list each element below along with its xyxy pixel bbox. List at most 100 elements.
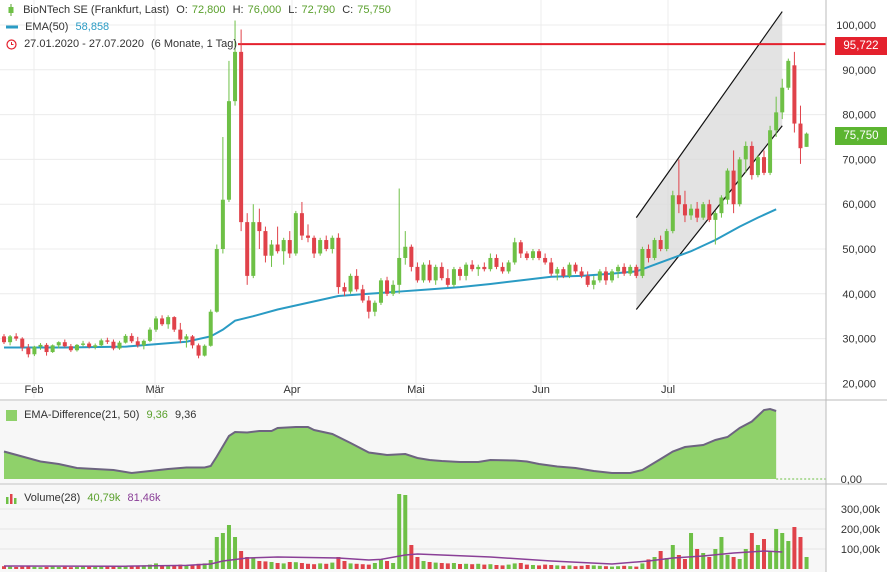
candle-body: [713, 213, 718, 220]
volume-bar: [378, 559, 383, 569]
price-tick-label: 50,000: [842, 244, 876, 256]
candle-body: [93, 345, 98, 348]
range-legend: 27.01.2020 - 27.07.2020 (6 Monate, 1 Tag…: [6, 38, 241, 50]
volume-bar: [56, 567, 61, 569]
candle-body: [111, 341, 116, 349]
candle-body: [597, 271, 602, 281]
candle-body: [494, 257, 499, 267]
volume-bar: [141, 565, 146, 569]
volume-bar: [670, 545, 675, 569]
ema-difference-area: [3, 407, 826, 480]
volume-bar: [123, 566, 128, 569]
candle-body: [129, 335, 134, 342]
candle-body: [166, 317, 171, 325]
candle-body: [20, 338, 25, 348]
volume-bar: [245, 557, 250, 569]
volume-bar: [524, 564, 529, 569]
candle-body: [749, 145, 754, 176]
candle-body: [458, 269, 462, 276]
volume-bar: [476, 563, 481, 569]
candle-body: [336, 237, 341, 288]
volume-legend: Volume(28) 40,79k 81,46k: [6, 492, 165, 504]
candle-body: [482, 266, 487, 270]
volume-bar: [622, 565, 627, 569]
candle-body: [737, 159, 742, 205]
volume-bar: [184, 565, 189, 569]
candle-body: [470, 264, 475, 270]
candle-body: [518, 242, 523, 254]
candle-body: [141, 340, 146, 346]
candle-body: [214, 249, 219, 312]
candle-body: [719, 197, 724, 214]
candle-body: [318, 240, 323, 254]
volume-bar: [257, 561, 262, 569]
candle-body: [8, 336, 13, 343]
volume-bar: [664, 558, 669, 569]
candle-body: [707, 204, 712, 220]
volume-bar: [725, 555, 730, 569]
volume-bar: [689, 533, 694, 569]
low-label: L:: [288, 4, 298, 16]
candle-body: [573, 264, 578, 272]
area-icon: [6, 409, 17, 421]
volume-bar: [32, 566, 37, 569]
candle-body: [324, 240, 329, 249]
volume-bar: [652, 557, 657, 569]
volume-bar: [299, 563, 304, 569]
candle-body: [245, 222, 250, 276]
volume-bar: [239, 551, 244, 569]
price-tick-label: 30,000: [842, 334, 876, 346]
time-tick-label: Mai: [407, 384, 425, 396]
candle-body: [117, 342, 122, 349]
volume-bar: [287, 562, 292, 569]
volume-bar: [342, 561, 347, 569]
volume-bar: [682, 559, 687, 569]
volume-bar: [99, 566, 104, 569]
volume-bar: [220, 533, 225, 569]
volume-bar: [38, 567, 43, 569]
open-label: O:: [176, 4, 188, 16]
candle-body: [701, 204, 706, 218]
candle-body: [190, 336, 195, 346]
volume-bar: [567, 565, 572, 569]
range-detail: (6 Monate, 1 Tag): [151, 38, 238, 50]
candle-body: [561, 269, 566, 276]
candle-body: [233, 51, 238, 102]
volume-bar: [786, 541, 791, 569]
volume-bar: [372, 563, 377, 569]
volume-ma-line: [3, 550, 783, 567]
price-tick-label: 100,000: [836, 20, 876, 32]
volume-value-1: 40,79k: [87, 492, 121, 504]
channel-fill: [636, 11, 783, 310]
candle-body: [579, 271, 584, 276]
candle-body: [591, 280, 596, 285]
volume-bar: [439, 563, 444, 569]
volume-bar: [269, 562, 274, 569]
candle-body: [403, 246, 408, 258]
ema-diff-line: [3, 407, 777, 475]
time-tick-label: Jul: [661, 384, 675, 396]
ema-diff-legend: EMA-Difference(21, 50) 9,36 9,36: [6, 409, 200, 421]
volume-bar: [251, 558, 256, 569]
candle-body: [81, 343, 86, 345]
candle-body: [391, 284, 396, 294]
volume-bar: [488, 564, 493, 569]
volume-bar: [397, 494, 402, 569]
volume-bar: [482, 564, 487, 569]
time-tick-label: Feb: [25, 384, 44, 396]
volume-bar: [214, 537, 219, 569]
volume-bar: [348, 563, 353, 569]
candle-body: [804, 133, 809, 147]
volume-bar: [190, 565, 195, 569]
candle-body: [731, 170, 736, 205]
volume-bar: [415, 557, 420, 569]
volume-bar: [755, 545, 760, 569]
volume-bar: [354, 563, 359, 569]
volume-bar: [768, 551, 773, 569]
candle-body: [2, 336, 6, 343]
candle-body: [299, 213, 304, 236]
candle-body: [421, 264, 426, 281]
volume-bar: [312, 564, 317, 569]
volume-bar: [458, 564, 462, 569]
